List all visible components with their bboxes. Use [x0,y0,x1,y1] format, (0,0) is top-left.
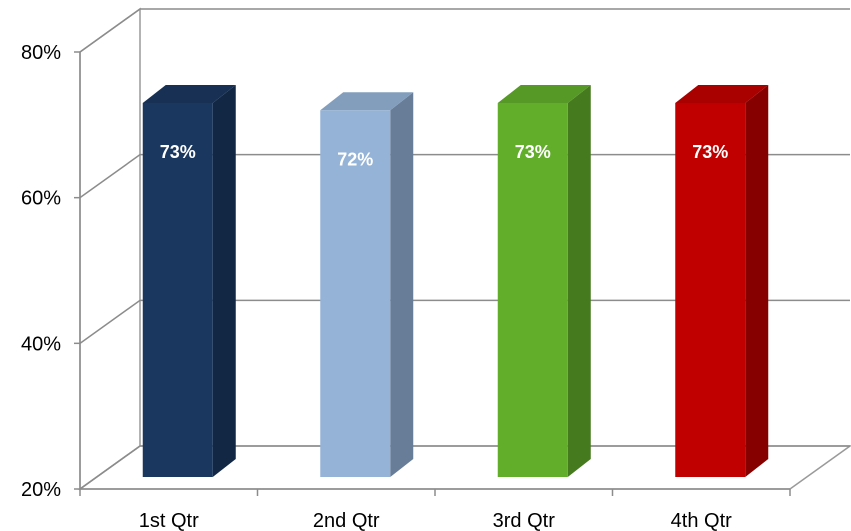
bar-front [142,102,213,477]
y-tick-label: 20% [21,479,61,501]
bar-top [142,84,236,103]
x-tick-label: 1st Qtr [139,510,199,531]
bar-2: 72% [320,92,414,478]
bar-side [567,84,591,477]
bar-side [745,84,769,477]
y-tick-label: 40% [21,333,61,355]
bar-1: 73% [142,84,236,477]
x-tick-label: 2nd Qtr [313,510,380,531]
gridlines [79,8,850,490]
data-label: 73% [692,142,728,162]
bar-front [675,102,746,477]
bar-top [675,84,769,103]
bars: 73% 72% 73% 73% [142,84,769,478]
bar-side [390,92,414,478]
data-label: 73% [160,142,196,162]
data-label: 72% [337,149,373,169]
side-wall [79,7,141,491]
gridline [79,299,850,344]
y-tick-label: 60% [21,188,61,210]
bar-top [497,84,591,103]
y-axis-ticks: 20% 40% 60% 80% [21,42,80,501]
data-label: 73% [515,142,551,162]
y-tick-label: 80% [21,42,61,64]
bar-3: 73% [497,84,591,477]
bar-side [212,84,236,477]
bar-top [320,92,414,111]
x-tick-label: 4th Qtr [671,510,732,531]
gridline [79,445,850,490]
gridline [79,8,850,53]
bar-front [497,102,568,477]
x-axis-ticks: 1st Qtr 2nd Qtr 3rd Qtr 4th Qtr [79,489,791,531]
gridline [79,153,850,199]
x-tick-label: 3rd Qtr [493,510,556,531]
bar-4: 73% [675,84,769,477]
bar-front [320,110,391,478]
